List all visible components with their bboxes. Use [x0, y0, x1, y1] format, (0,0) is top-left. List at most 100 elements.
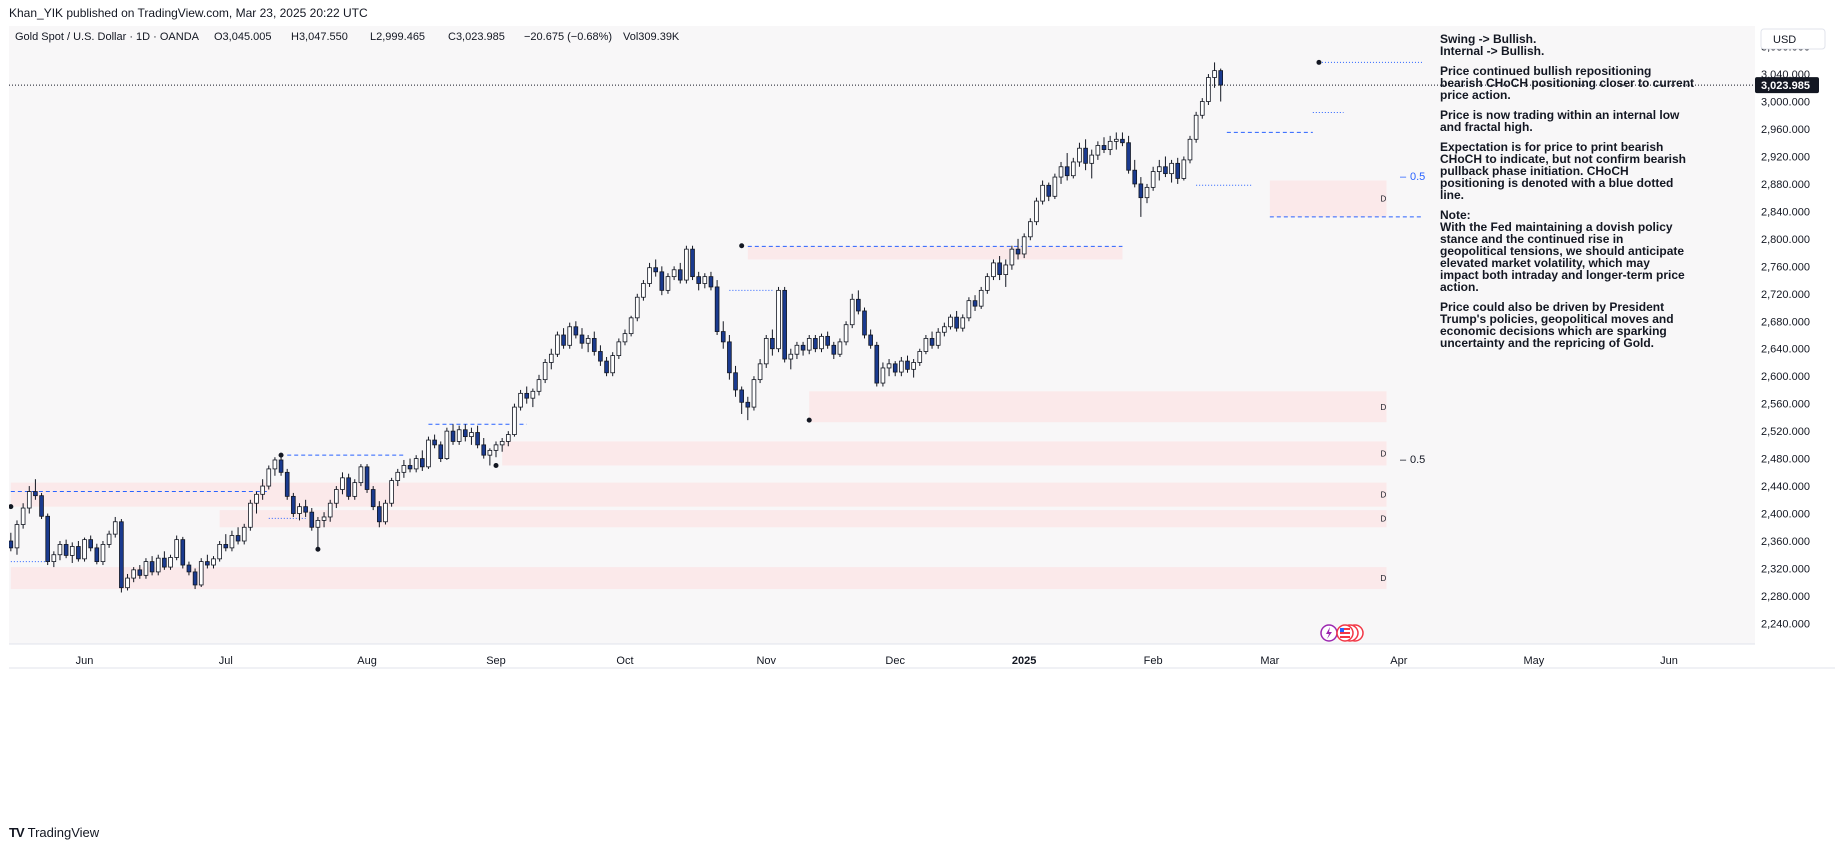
candle-body [825, 335, 830, 346]
candle-body [837, 341, 843, 355]
candle-body [334, 489, 339, 504]
price-axis-tick-label: 2,640.000 [1761, 344, 1810, 356]
candle-body [573, 326, 579, 336]
candle-body [978, 289, 984, 307]
tradingview-logo-icon: TV [9, 825, 25, 840]
fib-label-bottom-marker: – [1400, 454, 1407, 466]
swing-point [315, 546, 321, 552]
candle-body [677, 269, 683, 281]
candle-body [604, 360, 609, 374]
time-axis-tick-label: Nov [756, 655, 776, 667]
note-line: Swing -> Bullish. [1440, 32, 1536, 46]
candle-body [352, 482, 358, 497]
candle-body [929, 338, 935, 346]
event-icons[interactable] [1320, 624, 1364, 642]
candle-body [751, 379, 757, 408]
candle-body [1120, 138, 1125, 144]
time-axis-tick-label: Mar [1260, 655, 1279, 667]
footer[interactable]: TV TradingView [9, 823, 99, 843]
price-axis-tick-label: 2,840.000 [1761, 206, 1810, 218]
swing-point [493, 462, 499, 468]
time-axis-tick-label: Jun [76, 655, 94, 667]
demand-zone-label: D [1381, 403, 1387, 412]
candle-body [229, 535, 235, 549]
candle-body [1089, 154, 1095, 164]
demand-zone-label: D [1381, 491, 1387, 500]
candle-body [690, 248, 695, 278]
note-line: and fractal high. [1440, 120, 1533, 134]
note-line: Expectation is for price to print bearis… [1440, 140, 1663, 154]
fib-label-top-marker: – [1400, 171, 1407, 183]
candle-body [628, 317, 634, 335]
candle-body [383, 502, 388, 523]
candle-body [1077, 147, 1082, 163]
candle-body [432, 439, 437, 446]
candle-body [696, 276, 701, 284]
demand-zone [502, 441, 1387, 466]
note-line: uncertainty and the repricing of Gold. [1440, 336, 1654, 350]
candle-body [659, 271, 665, 291]
demand-zone-label: D [1381, 449, 1387, 458]
candle-body [1058, 166, 1064, 178]
swing-point [8, 504, 14, 510]
time-axis[interactable]: Jun Jul Aug Sep Oct Nov Dec 2025 Feb Mar Apr May Jun [76, 655, 1678, 667]
ohlc-low: L2,999.465 [370, 31, 425, 43]
candle-body [1212, 70, 1217, 78]
candle-body [358, 466, 364, 484]
candle-body [112, 521, 118, 535]
candle-body [51, 554, 57, 563]
candle-body [174, 539, 179, 558]
candle-body [905, 360, 910, 370]
candle-body [1181, 159, 1187, 179]
price-axis-tick-label: 2,360.000 [1761, 536, 1810, 548]
candle-body [530, 390, 536, 399]
candle-body [524, 392, 530, 399]
candle-body [291, 495, 296, 514]
time-axis-tick-label: Apr [1390, 655, 1407, 667]
candle-body [487, 449, 493, 456]
candle-body [794, 344, 800, 355]
volume-value: Vol309.39K [623, 31, 680, 43]
lightning-glyph [1326, 627, 1332, 639]
candle-body [1003, 264, 1009, 275]
candle-body [63, 544, 69, 556]
candle-body [1052, 176, 1058, 197]
candle-body [205, 561, 210, 566]
candle-body [942, 326, 947, 333]
demand-zone-label: D [1381, 515, 1387, 524]
candle-body [653, 267, 658, 273]
candle-body [1169, 162, 1174, 175]
price-axis-tick-label: 2,560.000 [1761, 399, 1810, 411]
candle-body [143, 561, 149, 576]
candle-body [211, 558, 216, 566]
candle-body [106, 533, 112, 545]
candle-body [69, 546, 75, 556]
flag-canton [1340, 628, 1344, 632]
demand-zone [10, 482, 1387, 507]
price-axis-tick-label: 2,680.000 [1761, 316, 1810, 328]
time-axis-tick-label: Aug [357, 655, 377, 667]
price-axis-tick-label: 2,800.000 [1761, 234, 1810, 246]
candle-body [180, 539, 186, 566]
note-line: economic decisions which are sparking [1440, 324, 1667, 338]
price-axis-tick-label: 2,280.000 [1761, 591, 1810, 603]
currency-button-box[interactable] [1760, 28, 1826, 50]
currency-button[interactable]: USD [1760, 28, 1826, 50]
candle-body [450, 430, 456, 442]
candle-body [935, 331, 941, 346]
footer-brand: TradingView [27, 825, 100, 840]
candle-body [561, 334, 566, 346]
candle-body [346, 477, 351, 497]
plot-area [9, 26, 1755, 644]
candle-body [57, 544, 63, 556]
swing-point [1316, 59, 1322, 65]
chart-svg[interactable]: D D D D D D Gold Spot / U.S. Dollar · 1D · OA… [8, 26, 1835, 813]
candle-body [610, 355, 616, 374]
candle-body [1040, 184, 1045, 202]
candle-body [874, 344, 880, 384]
candle-body [536, 379, 542, 392]
analysis-notes: Swing -> Bullish.Internal -> Bullish. Pri… [1440, 32, 1694, 350]
candle-body [297, 506, 302, 514]
candle-body [223, 544, 229, 549]
price-chart[interactable]: D D D D D D Gold Spot / U.S. Dollar · 1D · OA… [8, 26, 1835, 813]
